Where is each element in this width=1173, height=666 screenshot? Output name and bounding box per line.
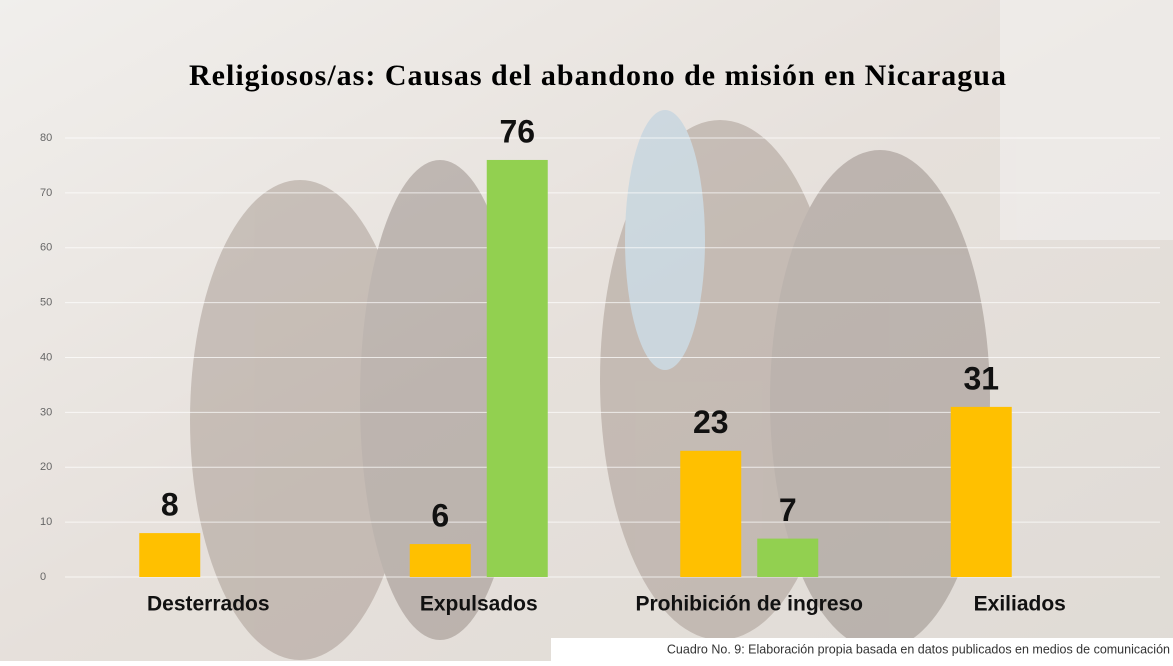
- value-label: 31: [963, 360, 999, 396]
- source-note: Cuadro No. 9: Elaboración propia basada …: [667, 642, 1170, 656]
- y-tick-label: 80: [40, 132, 52, 144]
- y-tick-label: 10: [40, 516, 52, 528]
- y-tick-label: 70: [40, 187, 52, 199]
- value-label: 23: [693, 404, 729, 440]
- chart-title: Religiosos/as: Causas del abandono de mi…: [189, 59, 1007, 92]
- bar: [950, 406, 1012, 577]
- bar: [409, 544, 471, 577]
- bar: [139, 533, 201, 577]
- x-tick-label: Desterrados: [147, 593, 270, 616]
- y-tick-label: 60: [40, 242, 52, 254]
- value-label: 76: [499, 113, 535, 149]
- value-label: 8: [161, 487, 179, 523]
- y-tick-label: 30: [40, 406, 52, 418]
- background-photo: [190, 0, 1173, 660]
- y-tick-label: 40: [40, 351, 52, 363]
- y-tick-label: 20: [40, 461, 52, 473]
- plot: 0 10 20 30 40 50 60 70 80 Desterrados 8 Expulsados 6…: [40, 113, 1160, 616]
- x-tick-label: Prohibición de ingreso: [635, 593, 863, 616]
- y-tick-label: 0: [40, 571, 46, 583]
- value-label: 6: [431, 498, 449, 534]
- value-label: 7: [779, 492, 797, 528]
- bar: [680, 450, 742, 577]
- bar: [757, 538, 819, 577]
- bar: [486, 159, 548, 577]
- x-tick-label: Exiliados: [974, 593, 1066, 616]
- note-bg: [551, 638, 1173, 661]
- y-tick-label: 50: [40, 297, 52, 309]
- x-tick-label: Expulsados: [420, 593, 538, 616]
